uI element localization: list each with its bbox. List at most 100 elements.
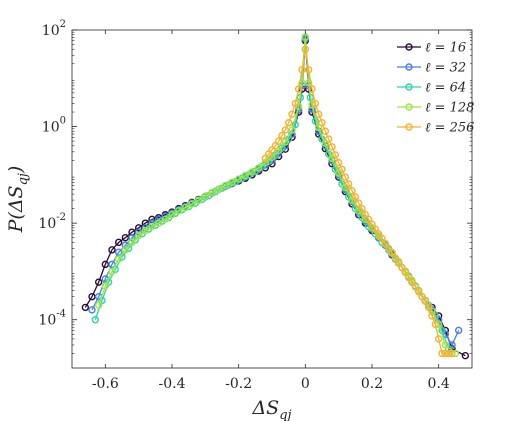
data-point <box>421 297 430 306</box>
data-point <box>281 138 290 146</box>
data-point <box>308 85 316 93</box>
legend-label: ℓ = 256 <box>425 121 474 136</box>
data-point <box>201 192 210 200</box>
data-point <box>341 173 350 181</box>
data-point <box>304 66 313 74</box>
data-point <box>148 222 156 231</box>
data-point <box>318 119 326 127</box>
data-point <box>384 244 393 253</box>
data-point <box>274 137 283 145</box>
data-point <box>328 143 336 151</box>
data-point <box>214 185 223 194</box>
y-axis-ticks: 10-4 10-2 100 102 <box>38 19 472 354</box>
data-point <box>331 151 340 159</box>
legend-marker <box>405 103 413 111</box>
data-point <box>424 303 433 312</box>
data-point <box>108 246 116 254</box>
data-point <box>94 278 103 286</box>
data-point <box>181 203 190 212</box>
x-tick-label: -0.2 <box>225 376 252 392</box>
data-point <box>234 175 243 183</box>
series-5 <box>261 45 456 358</box>
data-point <box>348 186 356 195</box>
y-tick-label: 100 <box>42 116 66 136</box>
data-point <box>284 119 293 127</box>
data-point <box>371 225 380 233</box>
data-point <box>428 312 436 320</box>
data-point <box>81 303 90 312</box>
data-point <box>368 220 376 228</box>
data-point <box>394 259 403 267</box>
data-point <box>278 131 286 140</box>
data-point <box>461 351 470 360</box>
data-point <box>114 248 123 256</box>
data-point <box>228 178 236 187</box>
data-point <box>241 171 250 180</box>
x-axis-ticks: -0.6 -0.4 -0.2 0 0.2 0.4 <box>92 30 450 392</box>
data-point <box>301 45 310 53</box>
data-point <box>114 255 123 263</box>
data-point <box>271 142 280 150</box>
data-point <box>414 288 423 296</box>
x-tick-label: 0.2 <box>361 376 383 392</box>
data-point <box>358 204 366 213</box>
data-point <box>344 180 353 188</box>
data-point <box>128 238 136 247</box>
data-point <box>304 79 313 87</box>
plot-frame <box>71 29 473 369</box>
data-point <box>361 210 370 219</box>
data-point <box>91 316 100 324</box>
data-point <box>408 278 416 286</box>
data-point <box>221 181 230 190</box>
data-point <box>254 164 263 172</box>
data-point <box>108 267 116 276</box>
series-line <box>264 49 452 355</box>
data-point <box>444 349 453 358</box>
data-point <box>334 158 343 167</box>
data-point <box>418 292 426 301</box>
legend-label: ℓ = 64 <box>425 81 466 96</box>
legend-label: ℓ = 128 <box>425 101 474 116</box>
data-point <box>248 168 256 176</box>
data-point <box>321 127 330 135</box>
axes-layer: -0.6 -0.4 -0.2 0 0.2 0.4 10-4 10-2 100 102 <box>38 19 473 392</box>
y-tick-label: 10-4 <box>38 309 66 329</box>
legend-marker <box>405 63 413 71</box>
legend: ℓ = 16 ℓ = 32 ℓ = 64 ℓ = 128 ℓ = 256 <box>392 35 474 139</box>
data-point <box>168 210 176 219</box>
data-point <box>314 123 323 132</box>
y-tick-label: 102 <box>42 19 66 39</box>
data-point <box>88 306 96 314</box>
y-axis-title: P(ΔSqj) <box>5 166 31 234</box>
data-point <box>261 158 270 167</box>
data-point <box>391 254 400 262</box>
legend-label: ℓ = 16 <box>425 41 466 56</box>
data-point <box>431 320 440 329</box>
data-point <box>291 99 300 108</box>
data-point <box>288 110 296 118</box>
x-tick-label: -0.4 <box>159 376 186 392</box>
x-tick-label: 0.4 <box>428 376 450 392</box>
data-point <box>174 207 183 215</box>
data-point <box>364 215 373 224</box>
data-point <box>411 283 420 291</box>
data-point <box>94 301 103 309</box>
data-point <box>154 219 163 227</box>
data-point <box>388 249 396 257</box>
y-tick-label: 10-2 <box>38 212 66 232</box>
data-point <box>351 193 360 201</box>
data-point <box>324 135 333 143</box>
data-point <box>208 188 216 197</box>
data-point <box>291 120 300 129</box>
data-point <box>441 341 450 349</box>
data-point <box>338 165 346 174</box>
data-point <box>374 230 383 238</box>
data-point <box>281 126 290 134</box>
data-point <box>161 215 170 224</box>
data-point <box>434 335 443 343</box>
data-point <box>401 268 410 277</box>
data-point <box>141 226 150 235</box>
data-point <box>314 110 323 118</box>
x-tick-label: 0 <box>301 376 310 392</box>
